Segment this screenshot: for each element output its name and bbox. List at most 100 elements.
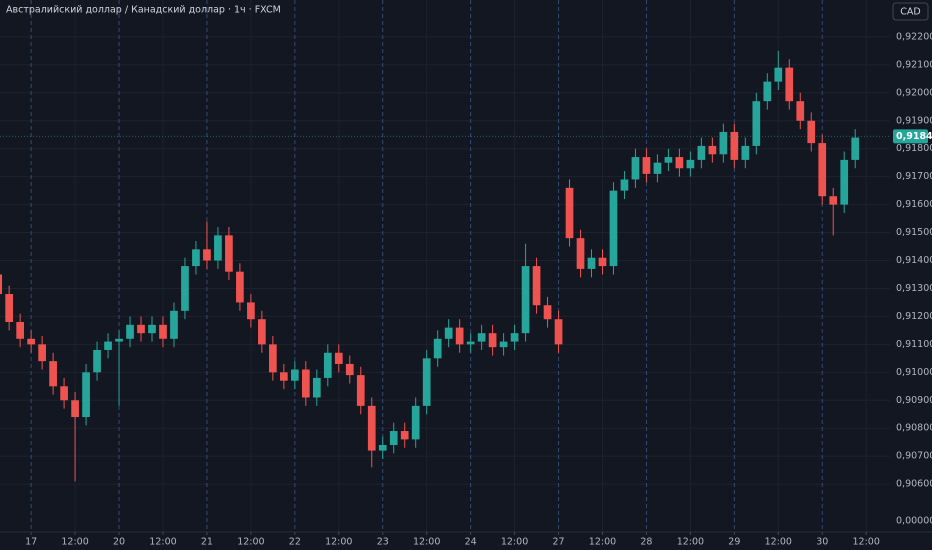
candle-body — [181, 266, 189, 311]
candle-body — [356, 375, 365, 406]
candle-body — [82, 372, 90, 418]
chart-title: Австралийский доллар / Канадский доллар … — [6, 5, 281, 16]
x-tick-label: 12:00 — [501, 537, 528, 548]
candle-body — [807, 120, 816, 144]
y-tick-label: 0,91500 — [896, 227, 932, 238]
candle-body — [400, 431, 409, 440]
candle-body — [38, 344, 46, 362]
y-tick-label: 0,90600 — [896, 479, 932, 490]
y-tick-label: 0,91800 — [896, 143, 932, 154]
candle-body — [675, 157, 684, 169]
candle-body — [840, 159, 849, 205]
candle-body — [71, 400, 79, 418]
x-tick-label: 27 — [552, 537, 564, 548]
candle-body — [510, 333, 519, 342]
y-tick-label: 0,91400 — [896, 255, 932, 266]
scale-bottom-label: 0,00000 — [896, 516, 932, 527]
candle-body — [269, 344, 277, 373]
candle-body — [60, 386, 68, 401]
candle-body — [466, 341, 475, 345]
x-tick-label: 12:00 — [61, 537, 88, 548]
y-tick-label: 0,90800 — [896, 423, 932, 434]
candle-body — [170, 310, 178, 339]
x-tick-label: 12:00 — [589, 537, 616, 548]
y-tick-label: 0,92100 — [896, 59, 932, 70]
currency-label[interactable]: CAD — [900, 7, 920, 18]
candle-body — [851, 137, 860, 160]
candle-body — [334, 352, 343, 364]
candle-body — [796, 101, 805, 121]
candle-body — [290, 369, 299, 381]
candle-body — [774, 67, 783, 82]
candle-body — [433, 338, 442, 359]
x-tick-label: 21 — [201, 537, 213, 548]
candle-body — [719, 131, 728, 155]
candle-body — [741, 145, 750, 160]
candle-body — [422, 358, 431, 406]
candle-body — [280, 372, 288, 381]
candle-body — [0, 274, 3, 295]
candle-body — [829, 196, 838, 205]
candle-body — [49, 361, 57, 387]
candle-body — [730, 131, 739, 160]
candle-body — [214, 235, 222, 261]
candle-body — [752, 101, 761, 146]
last-price-label: 0,91844 — [896, 131, 932, 142]
candle-body — [159, 324, 167, 339]
x-tick-label: 29 — [728, 537, 740, 548]
candle-body — [620, 179, 629, 191]
candle-body — [587, 257, 596, 269]
candle-body — [631, 157, 640, 180]
y-tick-label: 0,91200 — [896, 311, 932, 322]
last-price-box — [893, 129, 928, 144]
candle-body — [444, 327, 453, 339]
candle-body — [653, 162, 662, 174]
candle-body — [785, 67, 794, 102]
candle-body — [312, 377, 321, 398]
candle-body — [345, 363, 354, 376]
y-tick-label: 0,91300 — [896, 283, 932, 294]
candle-body — [609, 190, 618, 267]
candle-body — [488, 333, 497, 348]
y-tick-label: 0,91100 — [896, 339, 932, 350]
x-tick-label: 24 — [465, 537, 477, 548]
x-tick-label: 12:00 — [149, 537, 176, 548]
candle-body — [554, 319, 563, 345]
y-tick-label: 0,91700 — [896, 171, 932, 182]
candle-body — [378, 444, 387, 451]
candle-body — [301, 369, 310, 398]
candle-body — [818, 143, 827, 197]
candle-body — [247, 302, 255, 320]
candle-body — [148, 324, 156, 334]
candle-body — [532, 266, 541, 306]
x-tick-label: 12:00 — [765, 537, 792, 548]
candle-body — [697, 145, 706, 160]
candle-body — [664, 157, 673, 163]
x-tick-label: 22 — [289, 537, 301, 548]
x-tick-label: 20 — [113, 537, 125, 548]
y-tick-label: 0,91000 — [896, 367, 932, 378]
x-tick-label: 12:00 — [677, 537, 704, 548]
candle-body — [499, 341, 508, 348]
candle-body — [27, 338, 35, 345]
currency-button[interactable] — [892, 2, 929, 21]
candle-body — [137, 324, 145, 334]
candle-body — [236, 271, 244, 303]
candle-body — [16, 322, 24, 339]
y-tick-label: 0,90900 — [896, 395, 932, 406]
y-tick-label: 0,92000 — [896, 87, 932, 98]
candle-body — [455, 327, 464, 345]
candle-body — [203, 249, 211, 261]
candle-body — [126, 324, 134, 339]
candle-body — [258, 319, 266, 345]
candle-body — [104, 341, 112, 350]
y-tick-label: 0,90700 — [896, 451, 932, 462]
candle-body — [225, 235, 233, 272]
candle-body — [521, 266, 530, 334]
candle-body — [686, 159, 695, 169]
y-tick-label: 0,91900 — [896, 115, 932, 126]
candle-body — [192, 249, 200, 267]
candle-body — [367, 405, 376, 451]
